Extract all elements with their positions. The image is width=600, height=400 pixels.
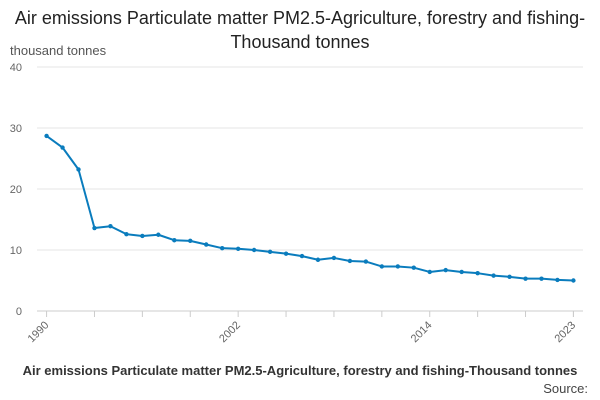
data-point-2001[interactable] xyxy=(219,245,225,251)
x-tick-label-2002: 2002 xyxy=(217,319,243,345)
data-point-2007[interactable] xyxy=(315,257,321,262)
data-point-2023[interactable] xyxy=(571,278,576,283)
data-point-1994[interactable] xyxy=(108,224,113,229)
y-tick-label-20: 20 xyxy=(10,184,22,196)
data-point-2013[interactable] xyxy=(411,265,416,270)
data-point-2004[interactable] xyxy=(267,249,273,255)
data-point-2005[interactable] xyxy=(283,251,289,256)
data-point-2018[interactable] xyxy=(491,273,496,278)
data-point-2010[interactable] xyxy=(363,259,369,264)
data-point-1997[interactable] xyxy=(156,232,161,237)
series-line xyxy=(45,135,574,282)
data-point-2020[interactable] xyxy=(523,276,528,281)
data-point-2016[interactable] xyxy=(459,269,464,275)
data-point-1998[interactable] xyxy=(172,238,177,243)
data-point-1991[interactable] xyxy=(60,145,65,150)
x-tick-label-1990: 1990 xyxy=(26,319,52,345)
data-point-2009[interactable] xyxy=(347,258,353,264)
data-point-2011[interactable] xyxy=(379,264,385,269)
y-tick-label-30: 30 xyxy=(10,123,22,135)
y-tick-label-0: 0 xyxy=(16,306,22,318)
data-point-2012[interactable] xyxy=(395,264,401,269)
y-axis-unit-label: thousand tonnes xyxy=(10,43,107,58)
data-point-1990[interactable] xyxy=(44,133,49,139)
chart-title: Air emissions Particulate matter PM2.5-A… xyxy=(14,8,586,52)
data-point-2014[interactable] xyxy=(427,269,432,275)
data-point-2002[interactable] xyxy=(235,246,241,251)
gridlines xyxy=(37,66,583,312)
series-layer xyxy=(44,133,576,283)
data-point-1999[interactable] xyxy=(188,238,193,244)
x-tick-label-2023: 2023 xyxy=(552,319,578,345)
data-point-1993[interactable] xyxy=(92,225,97,231)
data-point-2008[interactable] xyxy=(331,255,337,261)
x-axis-title: Air emissions Particulate matter PM2.5-A… xyxy=(22,363,578,378)
data-point-2022[interactable] xyxy=(555,277,560,283)
data-point-2003[interactable] xyxy=(251,247,257,253)
y-tick-label-10: 10 xyxy=(10,245,22,257)
data-point-1996[interactable] xyxy=(140,233,145,239)
data-point-2021[interactable] xyxy=(539,276,544,281)
data-point-2006[interactable] xyxy=(299,253,305,259)
data-point-2019[interactable] xyxy=(507,274,512,280)
axes: 0 10 20 30 40 1990 2002 2014 2023 xyxy=(10,62,579,345)
data-point-2000[interactable] xyxy=(204,242,209,247)
data-point-2015[interactable] xyxy=(443,267,448,273)
y-tick-label-40: 40 xyxy=(10,62,22,74)
x-tick-label-2014: 2014 xyxy=(409,319,435,345)
data-point-2017[interactable] xyxy=(475,270,480,276)
source-label: Source: xyxy=(543,381,588,396)
data-point-1992[interactable] xyxy=(76,167,81,172)
data-point-1995[interactable] xyxy=(124,231,129,237)
